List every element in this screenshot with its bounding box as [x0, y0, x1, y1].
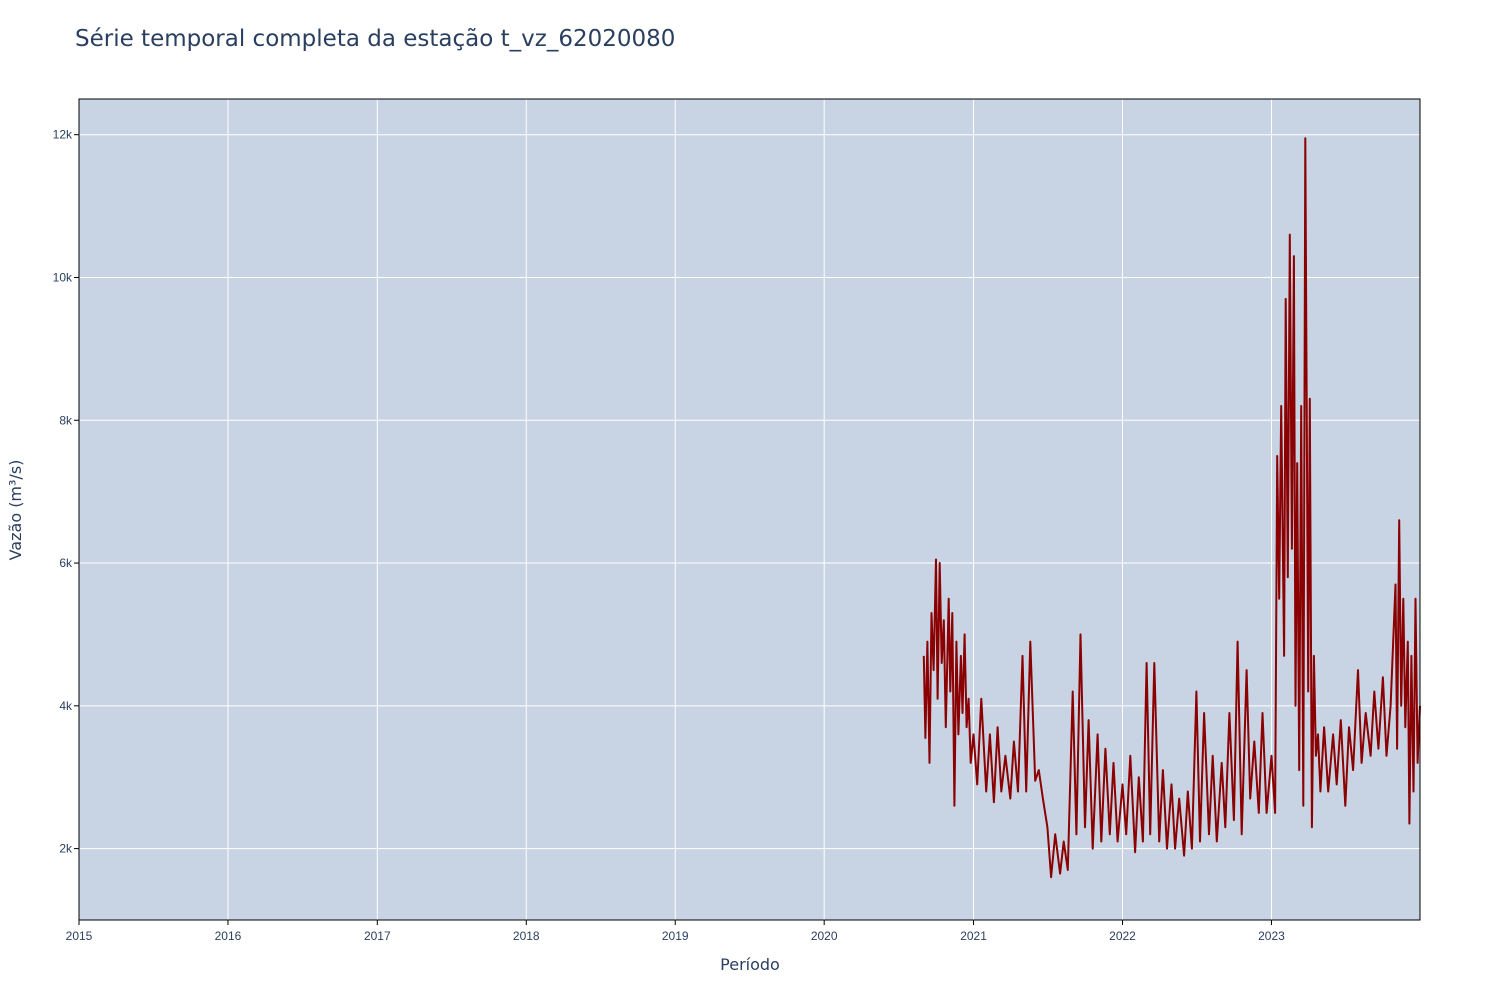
x-axis-title: Período: [720, 955, 780, 974]
x-tick-label: 2019: [662, 929, 689, 943]
y-axis-title: Vazão (m³/s): [6, 460, 25, 561]
x-tick-label: 2021: [960, 929, 987, 943]
x-tick-label: 2018: [513, 929, 540, 943]
y-tick-label: 8k: [59, 413, 73, 427]
y-axis: 2k 4k 6k 8k 10k 12k: [53, 128, 79, 856]
chart-title: Série temporal completa da estação t_vz_…: [75, 26, 676, 52]
x-axis: 2015 2016 2017 2018 2019 2020 2021 2022 2023: [66, 920, 1285, 943]
x-tick-label: 2022: [1109, 929, 1136, 943]
series-line: [922, 137, 1421, 879]
y-tick-label: 4k: [59, 699, 73, 713]
y-tick-label: 6k: [59, 556, 73, 570]
plot-frame: [78, 98, 1421, 921]
y-gridlines: [79, 134, 1420, 850]
plot-area: [79, 99, 1420, 920]
x-gridlines: [78, 99, 1272, 920]
x-tick-label: 2020: [811, 929, 838, 943]
x-tick-label: 2016: [215, 929, 242, 943]
y-tick-label: 2k: [59, 842, 73, 856]
x-tick-label: 2023: [1258, 929, 1285, 943]
y-tick-label: 10k: [53, 270, 73, 284]
x-tick-label: 2017: [364, 929, 391, 943]
y-tick-label: 12k: [53, 128, 73, 142]
series-layer: [922, 137, 1421, 879]
x-tick-label: 2015: [66, 929, 93, 943]
